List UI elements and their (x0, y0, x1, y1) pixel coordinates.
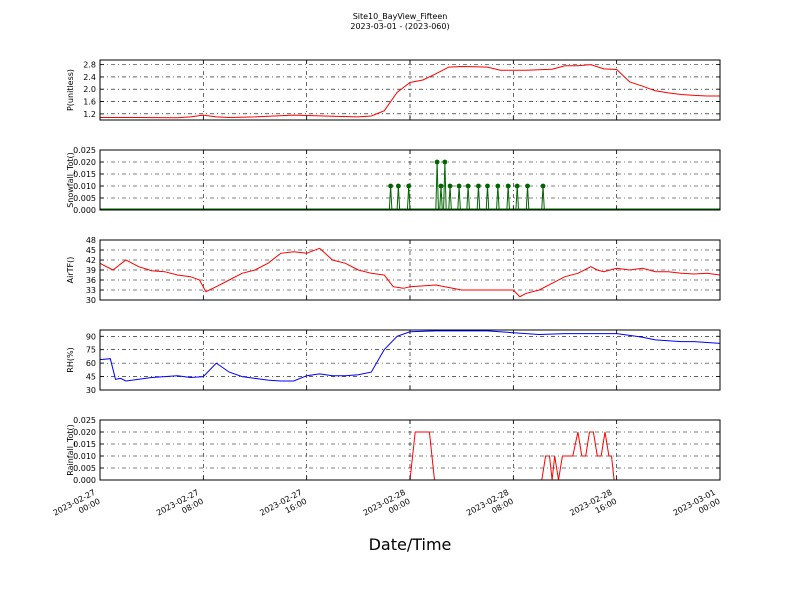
spike-down (449, 185, 452, 211)
y-tick-label: 30 (86, 386, 96, 395)
y-tick-label: 0.015 (73, 170, 96, 179)
x-tick-label: 2023-02-2808:00 (465, 488, 515, 527)
panel-0: 1.2 1.6 2.0 2.4 2.8 P(unitless) (66, 59, 721, 121)
spike-down (390, 185, 393, 211)
x-tick-labels: 2023-02-2700:00 2023-02-2708:00 2023-02-27… (52, 488, 722, 527)
y-tick-label: 30 (86, 296, 96, 305)
spike-down (507, 185, 510, 211)
y-tick-label: 1.2 (83, 110, 96, 119)
panels: 1.2 1.6 2.0 2.4 2.8 P(unitless) 0.000 0.005 0.01… (66, 59, 721, 485)
series-line (100, 64, 720, 119)
y-axis-label: Rainfall_Tot() (66, 424, 75, 476)
data-point (434, 159, 440, 165)
y-tick-label: 45 (86, 373, 96, 382)
data-point (406, 183, 412, 189)
y-tick-label: 75 (86, 346, 96, 355)
y-axis-label: Snowfall_Tot() (66, 152, 75, 208)
y-tick-label: 2.4 (83, 73, 96, 82)
y-tick-label: 0.000 (73, 206, 96, 215)
y-tick-label: 60 (86, 359, 96, 368)
x-tick-label: 2023-03-0100:00 (672, 488, 722, 527)
panel-1: 0.000 0.005 0.010 0.015 0.020 0.025Snowfall_T… (66, 146, 721, 215)
y-tick-label: 0.015 (73, 440, 96, 449)
data-point (447, 183, 453, 189)
y-axis-label: AirTF() (66, 257, 75, 284)
data-point (442, 159, 448, 165)
y-tick-label: 2.0 (83, 85, 96, 94)
x-axis-label: Date/Time (369, 535, 452, 554)
x-tick-label: 2023-02-2800:00 (362, 488, 412, 527)
y-tick-label: 36 (86, 276, 96, 285)
y-tick-label: 0.010 (73, 182, 96, 191)
chart-subtitle: 2023-03-01 - (2023-060) (350, 22, 449, 31)
x-tick-label: 2023-02-2716:00 (258, 488, 308, 527)
panel-3: 30 45 60 75 90 RH(%) (66, 329, 721, 395)
y-tick-label: 2.8 (83, 61, 96, 70)
y-tick-label: 42 (86, 256, 96, 265)
panel-4: 0.000 0.005 0.010 0.015 0.020 0.025Rainfall_T… (66, 416, 721, 485)
spike-down (487, 185, 490, 211)
x-tick-label: 2023-02-2708:00 (155, 488, 205, 527)
y-tick-label: 45 (86, 246, 96, 255)
y-tick-label: 0.000 (73, 476, 96, 485)
spike-down (542, 185, 545, 211)
panel-grid (100, 60, 720, 120)
series-line (99, 330, 721, 382)
spike-down (497, 185, 500, 211)
panel-grid (100, 240, 720, 300)
spike-down (527, 185, 530, 211)
data-point (514, 183, 520, 189)
y-tick-label: 33 (86, 286, 96, 295)
data-point (395, 183, 401, 189)
data-point (388, 183, 394, 189)
spike-down (440, 185, 443, 211)
panel-grid (100, 330, 720, 390)
data-point (505, 183, 511, 189)
spike-down (444, 161, 447, 211)
y-tick-label: 0.020 (73, 428, 96, 437)
spike-down (467, 185, 470, 211)
y-tick-label: 39 (86, 266, 96, 275)
spike-down (458, 185, 461, 211)
spike-down (436, 161, 439, 211)
y-axis-label: RH(%) (66, 347, 75, 372)
data-point (456, 183, 462, 189)
data-point (465, 183, 471, 189)
data-point (495, 183, 501, 189)
y-tick-label: 0.025 (73, 146, 96, 155)
series-line (99, 247, 721, 298)
chart-title: Site10_BayView_Fifteen (353, 12, 448, 21)
y-tick-label: 0.005 (73, 464, 96, 473)
x-tick-label: 2023-02-2700:00 (52, 488, 102, 527)
data-point (476, 183, 481, 189)
x-tick-label: 2023-02-2816:00 (568, 488, 618, 527)
data-point (438, 183, 444, 189)
y-tick-label: 0.010 (73, 452, 96, 461)
data-point (485, 183, 490, 189)
y-tick-label: 0.020 (73, 158, 96, 167)
y-tick-label: 48 (86, 236, 96, 245)
data-point (540, 183, 546, 189)
spike-down (477, 185, 481, 211)
y-axis-label: P(unitless) (66, 69, 75, 111)
y-tick-label: 1.6 (83, 98, 96, 107)
y-tick-label: 0.005 (73, 194, 96, 203)
y-tick-label: 0.025 (73, 416, 96, 425)
panel-grid (100, 420, 720, 480)
spike-down (397, 185, 401, 211)
data-point (525, 183, 530, 189)
spike-down (516, 185, 520, 211)
y-tick-label: 90 (86, 332, 96, 341)
